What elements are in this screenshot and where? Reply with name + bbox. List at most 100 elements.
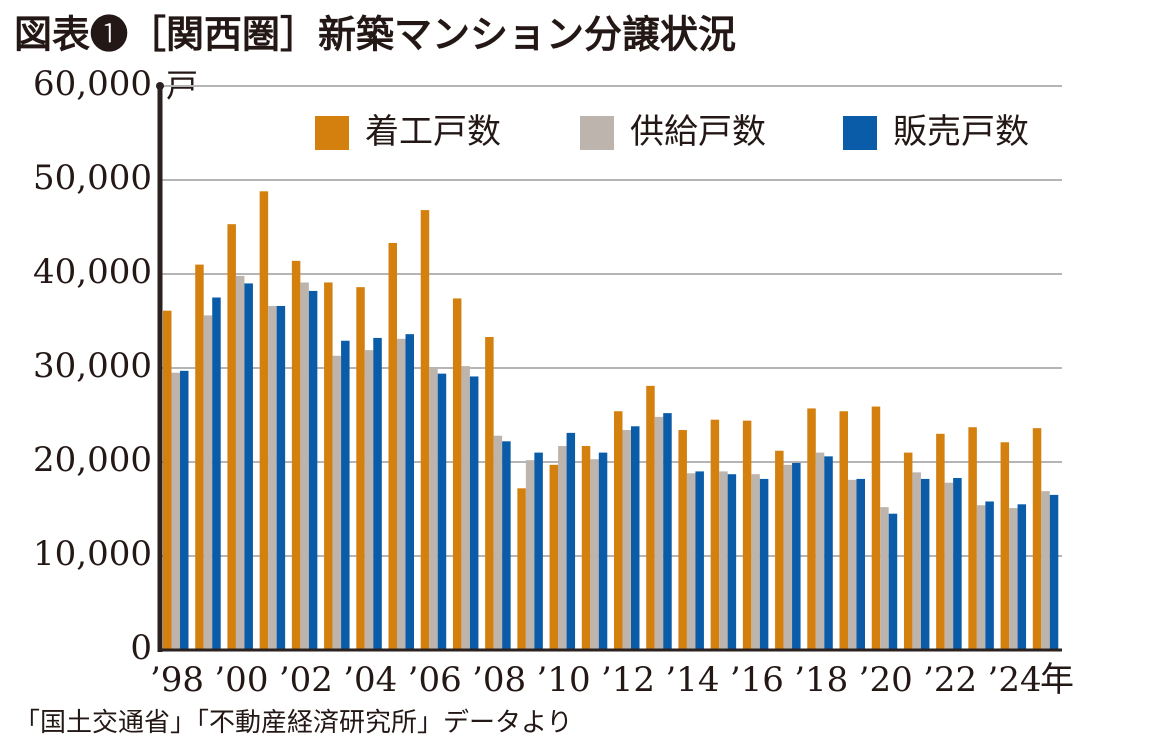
- bar: [341, 340, 350, 650]
- x-tick-label: ’98: [150, 660, 204, 700]
- bar: [727, 474, 737, 650]
- bar: [356, 287, 365, 650]
- bar: [944, 482, 954, 650]
- bar: [953, 477, 962, 650]
- bar: [880, 507, 889, 650]
- bar: [212, 297, 221, 650]
- bar: [1032, 428, 1042, 650]
- bar: [968, 427, 977, 650]
- bar: [405, 334, 414, 650]
- x-tick-label: ’04: [343, 660, 397, 700]
- x-tick-label: ’12: [601, 660, 655, 700]
- y-tick-label: 10,000: [33, 534, 152, 574]
- bar: [227, 224, 236, 650]
- bar: [469, 376, 479, 650]
- bar: [920, 478, 930, 650]
- chart-title: 図表❶［関西圏］新築マンション分譲状況: [14, 12, 736, 57]
- bar: [397, 338, 406, 650]
- bar: [485, 336, 494, 650]
- bar: [373, 337, 382, 650]
- bar: [180, 370, 189, 650]
- legend-label: 販売戸数: [893, 112, 1029, 152]
- bar: [388, 242, 397, 651]
- axis-dot: [156, 82, 164, 90]
- bar: [590, 459, 599, 650]
- x-tick-label: ’00: [214, 660, 268, 700]
- bar: [783, 464, 793, 650]
- legend-swatch: [315, 116, 349, 150]
- bar: [549, 464, 559, 650]
- bar: [429, 368, 438, 650]
- bar: [171, 372, 180, 650]
- bar: [291, 260, 301, 650]
- bar: [1049, 494, 1059, 650]
- bar: [300, 282, 309, 650]
- bar: [525, 460, 535, 650]
- bar: [710, 419, 720, 650]
- bar: [364, 350, 374, 650]
- y-tick-label: 40,000: [33, 252, 152, 292]
- bar: [437, 373, 447, 650]
- bar: [517, 488, 526, 650]
- bar: [581, 446, 591, 650]
- bar: [792, 462, 801, 650]
- bar: [654, 416, 664, 650]
- bar: [614, 411, 623, 650]
- bar: [461, 366, 470, 650]
- bar: [502, 441, 511, 650]
- bar: [985, 501, 994, 650]
- x-tick-label: ’18: [794, 660, 848, 700]
- bar: [195, 264, 204, 650]
- bar: [751, 474, 760, 650]
- bar: [848, 479, 857, 650]
- x-tick-label: ’24: [988, 660, 1042, 700]
- x-tick-label: ’02: [279, 660, 333, 700]
- bar: [276, 305, 286, 650]
- x-tick-label: ’16: [730, 660, 784, 700]
- bar: [695, 471, 704, 650]
- bar: [678, 430, 687, 650]
- bar: [244, 283, 253, 650]
- y-tick-label: 50,000: [33, 158, 152, 198]
- bar: [976, 505, 986, 650]
- bar: [420, 210, 430, 650]
- bar: [308, 290, 318, 650]
- legend-swatch: [580, 116, 614, 150]
- bar: [1000, 442, 1010, 650]
- legend-swatch: [843, 116, 877, 150]
- x-tick-label: ’10: [537, 660, 591, 700]
- bar: [888, 513, 898, 650]
- y-tick-label: 0: [130, 628, 152, 668]
- bar: [534, 452, 543, 650]
- bar: [452, 298, 462, 650]
- bar: [839, 411, 848, 650]
- bar: [936, 433, 945, 650]
- bar: [856, 478, 865, 650]
- bar: [686, 473, 696, 650]
- x-tick-label: ’06: [408, 660, 462, 700]
- bar: [203, 315, 213, 650]
- bar: [163, 310, 172, 650]
- bar: [1041, 491, 1050, 650]
- bar: [566, 432, 576, 650]
- bar: [903, 452, 913, 650]
- bar: [871, 406, 881, 650]
- bar: [719, 471, 728, 650]
- bar: [1017, 504, 1027, 650]
- bar: [646, 385, 655, 650]
- bar: [598, 452, 608, 650]
- x-tick-label: ’08: [472, 660, 526, 700]
- bar: [1009, 508, 1018, 650]
- x-tick-label: ’14: [665, 660, 719, 700]
- y-tick-label: 60,000: [33, 64, 152, 104]
- bar: [824, 456, 833, 650]
- x-unit: 年: [1040, 660, 1074, 700]
- bar: [815, 452, 825, 650]
- bar: [324, 282, 333, 650]
- bar: [268, 305, 277, 650]
- bar: [332, 355, 342, 650]
- legend-label: 着工戸数: [365, 112, 501, 152]
- bar: [493, 435, 503, 650]
- y-tick-label: 20,000: [33, 440, 152, 480]
